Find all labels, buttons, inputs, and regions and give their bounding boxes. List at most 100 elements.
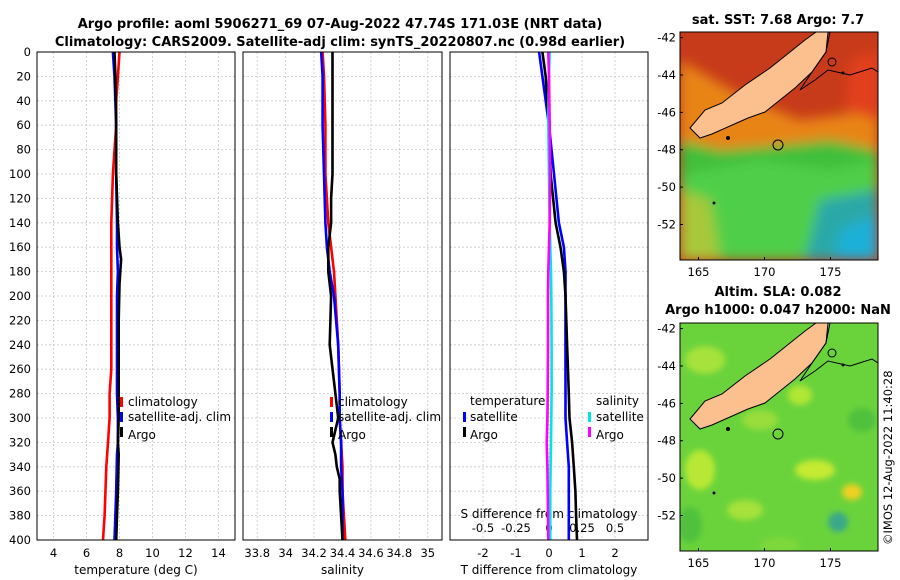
x-tick-label: 34.4: [330, 546, 356, 560]
legend-label-argo: Argo: [338, 428, 366, 442]
legend-swatch-argo: [120, 427, 123, 437]
temperature-panel: 4 6 8 10 12 140204060801001201401601802002202…: [9, 45, 236, 577]
series-line-satellite-adj-clim: [319, 51, 344, 540]
sst-map: [680, 32, 878, 260]
sst-map-axes: -42 -44 -46 -48 -50 -52 165 170 175: [657, 31, 841, 279]
lat-tick-label: -50: [657, 180, 676, 194]
x-tick-label: -2: [477, 546, 488, 560]
y-tick-label: 400: [9, 533, 31, 547]
x-tick-label: 12: [178, 546, 193, 560]
legend-swatch-sal-satellite: [588, 412, 591, 422]
s-tick-label: -0.25: [501, 521, 531, 535]
x-tick-label: -1: [510, 546, 521, 560]
legend-label-sal-argo: Argo: [596, 428, 624, 442]
y-tick-label: 20: [16, 69, 31, 83]
y-tick-label: 280: [9, 387, 31, 401]
legend-swatch-temp-satellite: [463, 412, 466, 422]
salinity-panel: 33.8 34 34.2 34.4 34.6 34.8 35 salinity: [242, 51, 443, 577]
y-tick-label: 100: [9, 167, 31, 181]
legend-label-satellite: satellite-adj. clim: [128, 410, 231, 424]
legend-swatch-climatology: [330, 397, 333, 407]
y-tick-label: 260: [9, 362, 31, 376]
plot-frame: [242, 51, 443, 541]
lat-tick-label: -42: [657, 322, 676, 336]
y-tick-label: 180: [9, 265, 31, 279]
x-axis-label: salinity: [321, 563, 364, 577]
lon-tick-label: 170: [754, 556, 776, 570]
y-tick-label: 60: [16, 118, 31, 132]
x-tick-label: 34.6: [358, 546, 384, 560]
x-axis-label: T difference from climatology: [460, 563, 638, 577]
series-line-argo: [326, 52, 344, 541]
legend-swatch-satellite: [330, 412, 333, 422]
sst-map-title: sat. SST: 7.68 Argo: 7.7: [692, 13, 864, 28]
lat-tick-label: -52: [657, 217, 676, 231]
x-tick-label: 1: [578, 546, 585, 560]
s-tick-label: 0.25: [569, 521, 595, 535]
legend-label-climatology: climatology: [338, 395, 408, 409]
x-tick-label: 8: [116, 546, 123, 560]
y-tick-label: 0: [24, 45, 31, 59]
legend-label-sal-satellite: satellite: [596, 410, 644, 424]
y-tick-label: 360: [9, 484, 31, 498]
legend-label-argo: Argo: [128, 428, 156, 442]
legend-group-temperature: temperature: [470, 394, 545, 408]
lat-tick-label: -44: [657, 68, 676, 82]
y-tick-label: 160: [9, 240, 31, 254]
y-tick-label: 380: [9, 509, 31, 523]
s-tick-label: -0.5: [472, 521, 494, 535]
sla-map-frame: [679, 322, 879, 552]
lat-tick-label: -50: [657, 471, 676, 485]
x-tick-label: 0: [545, 546, 552, 560]
y-tick-label: 220: [9, 313, 31, 327]
sla-map-title-line2: Argo h1000: 0.047 h2000: NaN: [665, 303, 891, 318]
sla-map: [680, 323, 878, 551]
legend-swatch-sal-argo: [588, 427, 591, 437]
sla-map-title-line1: Altim. SLA: 0.082: [715, 285, 842, 300]
sla-map-axes: -42 -44 -46 -48 -50 -52 165 170 175: [657, 322, 841, 570]
sst-map-frame: [679, 31, 879, 261]
y-tick-label: 140: [9, 216, 31, 230]
x-tick-label: 4: [50, 546, 57, 560]
legend-label-satellite: satellite-adj. clim: [338, 410, 441, 424]
s-tick-label: 0.5: [606, 521, 624, 535]
x-tick-label: 33.8: [244, 546, 270, 560]
x-tick-label: 14: [211, 546, 226, 560]
legend-swatch-temp-argo: [463, 427, 466, 437]
lat-tick-label: -42: [657, 31, 676, 45]
y-tick-label: 200: [9, 289, 31, 303]
legend-label-temp-satellite: satellite: [470, 410, 518, 424]
figure-title-line1: Argo profile: aoml 5906271_69 07-Aug-202…: [78, 17, 603, 32]
legend-label-climatology: climatology: [128, 395, 198, 409]
plot-frame: [36, 51, 236, 541]
x-tick-label: 10: [145, 546, 160, 560]
lat-tick-label: -46: [657, 396, 676, 410]
x-tick-label: 34.2: [301, 546, 327, 560]
temperature-legend: climatology satellite-adj. clim Argo: [120, 395, 231, 442]
y-tick-label: 40: [16, 94, 31, 108]
x-axis-label: temperature (deg C): [74, 563, 197, 577]
y-tick-label: 300: [9, 411, 31, 425]
legend-swatch-climatology: [120, 397, 123, 407]
lat-tick-label: -46: [657, 105, 676, 119]
lon-tick-label: 165: [688, 265, 710, 279]
x-tick-label: 6: [83, 546, 90, 560]
series-line-argo: [113, 51, 123, 541]
lat-tick-label: -52: [657, 508, 676, 522]
y-tick-label: 80: [16, 143, 31, 157]
salinity-legend: climatology satellite-adj. clim Argo: [330, 395, 441, 442]
x-tick-label: 2: [611, 546, 618, 560]
lon-tick-label: 175: [820, 265, 842, 279]
series-line-salinity-argo: [545, 51, 552, 541]
difference-panel: -2 -1 0 1 2S difference from climatology-0.5…: [449, 51, 649, 577]
credit-text: ©IMOS 12-Aug-2022 11:40:28: [881, 370, 895, 545]
lon-tick-label: 175: [820, 556, 842, 570]
x-tick-label: 34.8: [387, 546, 413, 560]
legend-swatch-satellite: [120, 412, 123, 422]
legend-label-temp-argo: Argo: [470, 428, 498, 442]
difference-legend: temperature satellite Argo salinity sate…: [463, 394, 644, 442]
x-tick-label: 34: [278, 546, 293, 560]
legend-swatch-argo: [330, 427, 333, 437]
lat-tick-label: -48: [657, 143, 676, 157]
